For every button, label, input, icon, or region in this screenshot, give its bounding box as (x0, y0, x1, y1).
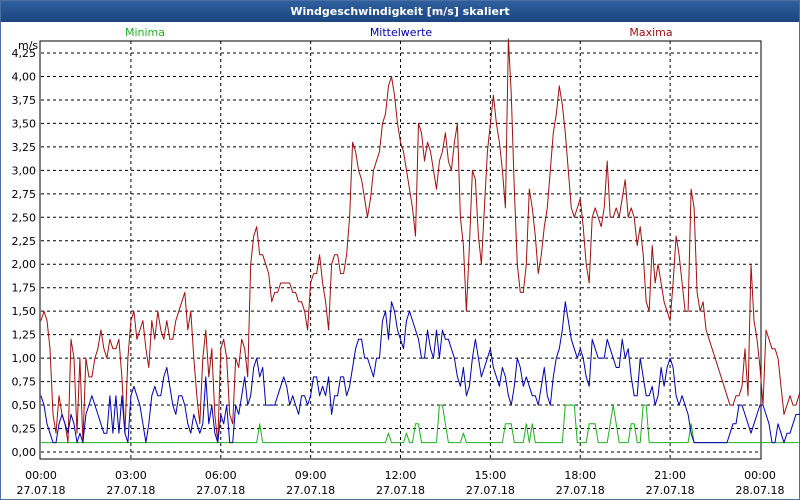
y-tick-label: 0,25 (12, 423, 37, 436)
x-tick-time: 18:00 (564, 469, 596, 482)
y-axis-unit: m/s (18, 39, 38, 52)
legend-minima: Minima (125, 26, 165, 39)
x-tick-date: 27.07.18 (646, 484, 695, 497)
y-tick-label: 3,00 (12, 164, 37, 177)
window-title: Windgeschwindigkeit [m/s] skaliert (1, 1, 799, 22)
legend-maxima: Maxima (629, 26, 672, 39)
y-tick-label: 3,75 (12, 94, 37, 107)
y-tick-label: 4,25 (12, 47, 37, 60)
series-lines (40, 38, 800, 444)
y-tick-label: 2,00 (12, 258, 37, 271)
y-tick-label: 1,25 (12, 329, 37, 342)
x-tick-date: 27.07.18 (106, 484, 155, 497)
y-tick-label: 0,75 (12, 376, 37, 389)
y-tick-label: 1,75 (12, 282, 37, 295)
x-tick-time: 00:00 (744, 469, 776, 482)
x-tick-date: 27.07.18 (196, 484, 245, 497)
legend-mittelwerte: Mittelwerte (370, 26, 433, 39)
y-tick-labels: 0,00 0,25 0,50 0,75 1,00 1,25 1,50 1,75 2,00 2,25… (12, 47, 37, 459)
y-tick-label: 3,25 (12, 141, 37, 154)
y-tick-label: 2,50 (12, 211, 37, 224)
y-tick-label: 2,75 (12, 188, 37, 201)
x-tick-time: 12:00 (385, 469, 417, 482)
x-tick-time: 15:00 (475, 469, 507, 482)
y-tick-label: 1,00 (12, 352, 37, 365)
y-tick-label: 2,25 (12, 235, 37, 248)
series-line-maxima (40, 38, 800, 444)
x-tick-date: 27.07.18 (376, 484, 425, 497)
x-tick-date: 28.07.18 (736, 484, 785, 497)
y-tick-label: 4,00 (12, 70, 37, 83)
x-tick-labels: 00:00 27.07.18 03:00 27.07.18 06:00 27.07.18 0… (17, 469, 785, 497)
x-tick-date: 27.07.18 (556, 484, 605, 497)
y-tick-label: 0,00 (12, 446, 37, 459)
x-tick-time: 06:00 (205, 469, 237, 482)
x-tick-date: 27.07.18 (286, 484, 335, 497)
x-tick-time: 21:00 (654, 469, 686, 482)
x-tick-date: 27.07.18 (466, 484, 515, 497)
grid (41, 41, 760, 459)
series-line-mittelwerte (40, 301, 800, 444)
x-tick-time: 03:00 (115, 469, 147, 482)
x-tick-time: 09:00 (295, 469, 327, 482)
y-tick-label: 3,50 (12, 117, 37, 130)
y-tick-label: 0,50 (12, 399, 37, 412)
y-tick-label: 1,50 (12, 305, 37, 318)
x-tick-date: 27.07.18 (17, 484, 66, 497)
x-tick-time: 00:00 (25, 469, 57, 482)
